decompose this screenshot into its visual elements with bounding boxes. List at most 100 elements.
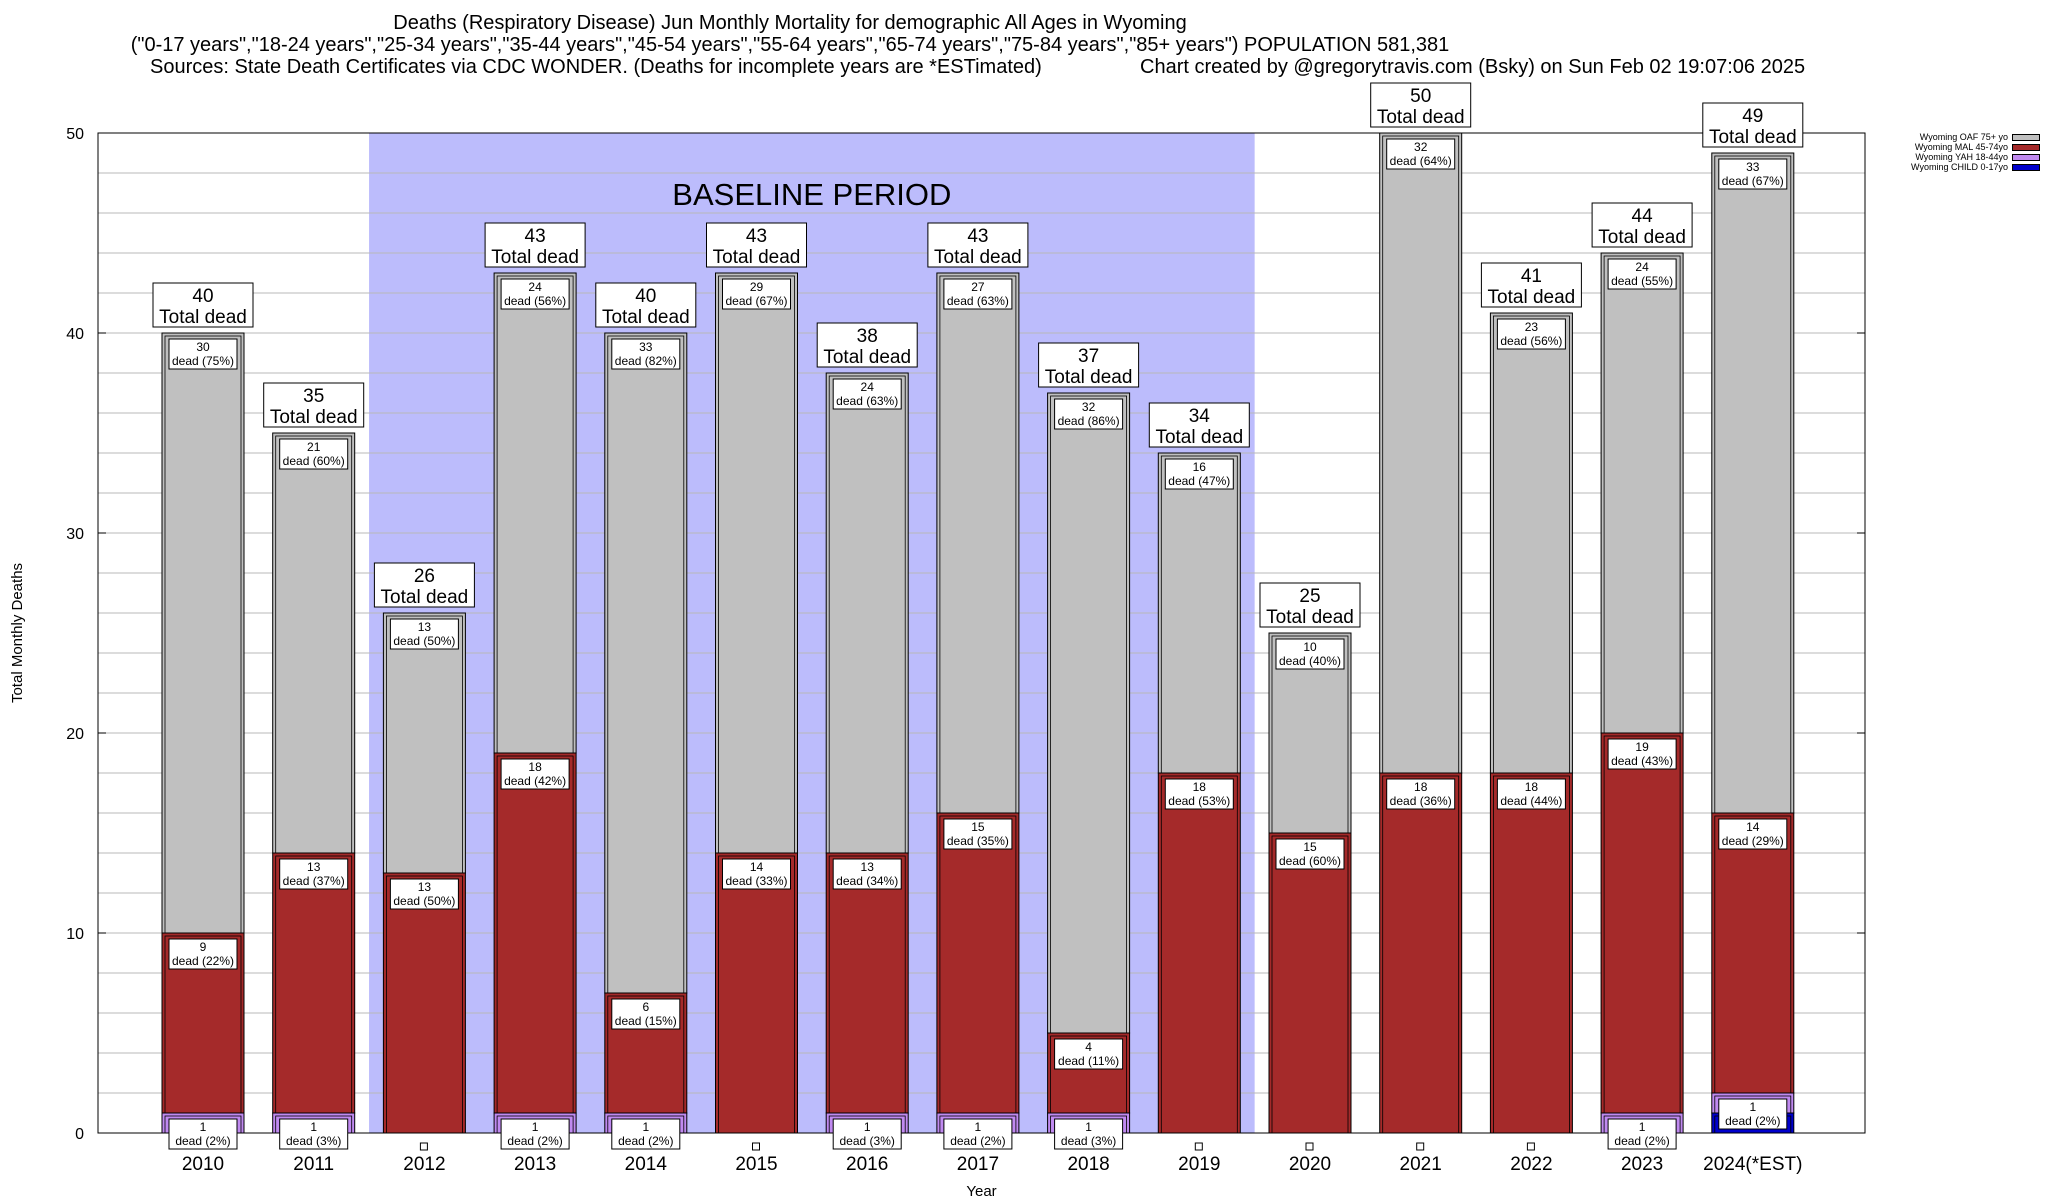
total-label-count: 37 (1078, 346, 1099, 367)
legend-item-mal: Wyoming MAL 45-74yo (1860, 142, 2040, 152)
bar-segment-oaf-inner (385, 615, 463, 874)
total-label-box (1702, 102, 1804, 148)
mal-label-box (1386, 778, 1456, 810)
total-label-box (152, 282, 254, 328)
mal-label-percent: dead (33%) (725, 874, 787, 888)
oaf-label-percent: dead (63%) (836, 394, 898, 408)
oaf-label-count: 16 (1193, 460, 1207, 474)
total-label-count: 34 (1189, 406, 1211, 427)
yah-label-box (279, 1118, 349, 1150)
mal-label-percent: dead (37%) (283, 874, 345, 888)
legend-item-yah: Wyoming YAH 18-44yo (1860, 152, 2040, 162)
bar-segment-mal-inner (1271, 835, 1349, 1134)
yah-label-box (168, 1118, 238, 1150)
total-label-count: 25 (1299, 586, 1320, 607)
oaf-label-count: 23 (1525, 320, 1539, 334)
total-label-box (263, 382, 365, 428)
total-label-box (373, 562, 475, 608)
oaf-label-box (1386, 138, 1456, 170)
x-axis-title: Year (966, 1183, 996, 1200)
oaf-label-count: 13 (418, 620, 432, 634)
total-label-text: Total dead (1598, 227, 1686, 248)
mal-label-box (500, 758, 570, 790)
bar-segment-mal (382, 872, 466, 1134)
mal-label-percent: dead (29%) (1722, 834, 1784, 848)
x-tick-label: 2022 (1510, 1154, 1552, 1175)
mal-label-box (1054, 1038, 1124, 1070)
legend-swatch-yah (2012, 154, 2040, 161)
yah-label-box (1718, 1098, 1788, 1130)
bar-segment-oaf-inner (1603, 255, 1681, 734)
yah-label-percent: dead (3%) (286, 1134, 341, 1148)
total-label-box (1370, 82, 1472, 128)
legend-label-child: Wyoming CHILD 0-17yo (1911, 162, 2008, 172)
mal-label-box (1164, 778, 1234, 810)
mal-label-box (1718, 818, 1788, 850)
mal-label-percent: dead (43%) (1611, 754, 1673, 768)
total-label-text: Total dead (934, 247, 1022, 268)
oaf-label-count: 21 (307, 440, 321, 454)
oaf-label-box (1496, 318, 1566, 350)
mal-label-percent: dead (36%) (1390, 794, 1452, 808)
mal-label-count: 18 (1414, 780, 1428, 794)
yah-label-percent: dead (3%) (1061, 1134, 1116, 1148)
bar-segment-mal-inner (939, 815, 1017, 1114)
empty-label-marker (1194, 1142, 1203, 1151)
yah-label-count: 1 (864, 1120, 871, 1134)
baseline-period-label: BASELINE PERIOD (672, 177, 951, 212)
mal-label-percent: dead (35%) (947, 834, 1009, 848)
bar-segment-mal (1711, 812, 1795, 1094)
total-label-count: 50 (1410, 86, 1431, 107)
bar-segment-mal-inner (385, 875, 463, 1134)
oaf-label-box (832, 378, 902, 410)
bar-segment-oaf-inner (164, 335, 242, 934)
mal-label-box (832, 858, 902, 890)
legend-swatch-child (2012, 164, 2040, 171)
legend-item-oaf: Wyoming OAF 75+ yo (1860, 132, 2040, 142)
oaf-label-count: 33 (1746, 160, 1760, 174)
bar-segment-mal-inner (607, 995, 685, 1114)
oaf-label-percent: dead (64%) (1390, 154, 1452, 168)
bar-segment-oaf (1157, 452, 1241, 774)
oaf-label-percent: dead (67%) (725, 294, 787, 308)
yah-label-percent: dead (2%) (950, 1134, 1005, 1148)
oaf-label-count: 27 (971, 280, 985, 294)
oaf-label-box (279, 438, 349, 470)
yah-label-box (943, 1118, 1013, 1150)
empty-label-marker (419, 1142, 428, 1151)
chart-subtitle-age-groups: ("0-17 years","18-24 years","25-34 years… (130, 34, 1450, 56)
bar-segment-mal-inner (828, 855, 906, 1114)
x-tick-label: 2015 (735, 1154, 777, 1175)
mal-label-percent: dead (53%) (1168, 794, 1230, 808)
total-label-text: Total dead (713, 247, 801, 268)
total-label-text: Total dead (270, 407, 358, 428)
legend-swatch-mal (2012, 144, 2040, 151)
bar-segment-mal (936, 812, 1020, 1114)
total-label-text: Total dead (1155, 427, 1243, 448)
oaf-label-box (389, 618, 459, 650)
total-label-count: 43 (967, 226, 988, 247)
total-label-text: Total dead (1709, 127, 1797, 148)
oaf-label-percent: dead (75%) (172, 354, 234, 368)
bar-segment-oaf (161, 332, 245, 934)
y-tick-label: 0 (75, 1126, 84, 1143)
yah-label-count: 1 (1639, 1120, 1646, 1134)
mal-label-count: 13 (418, 880, 432, 894)
y-tick-label: 10 (66, 926, 84, 943)
oaf-label-count: 33 (639, 340, 653, 354)
total-label-box (706, 222, 807, 268)
yah-label-count: 1 (532, 1120, 539, 1134)
total-label-box (595, 282, 697, 328)
total-label-text: Total dead (1045, 367, 1133, 388)
bar-segment-mal-inner (1714, 815, 1792, 1094)
mal-label-count: 13 (861, 860, 875, 874)
yah-label-box (500, 1118, 570, 1150)
x-tick-label: 2017 (957, 1154, 999, 1175)
total-label-text: Total dead (381, 587, 469, 608)
x-tick-label: 2024(*EST) (1703, 1154, 1802, 1175)
mal-label-percent: dead (22%) (172, 954, 234, 968)
bar-segment-mal-inner (1603, 735, 1681, 1114)
mal-label-box (611, 998, 681, 1030)
mal-label-count: 15 (1303, 840, 1317, 854)
